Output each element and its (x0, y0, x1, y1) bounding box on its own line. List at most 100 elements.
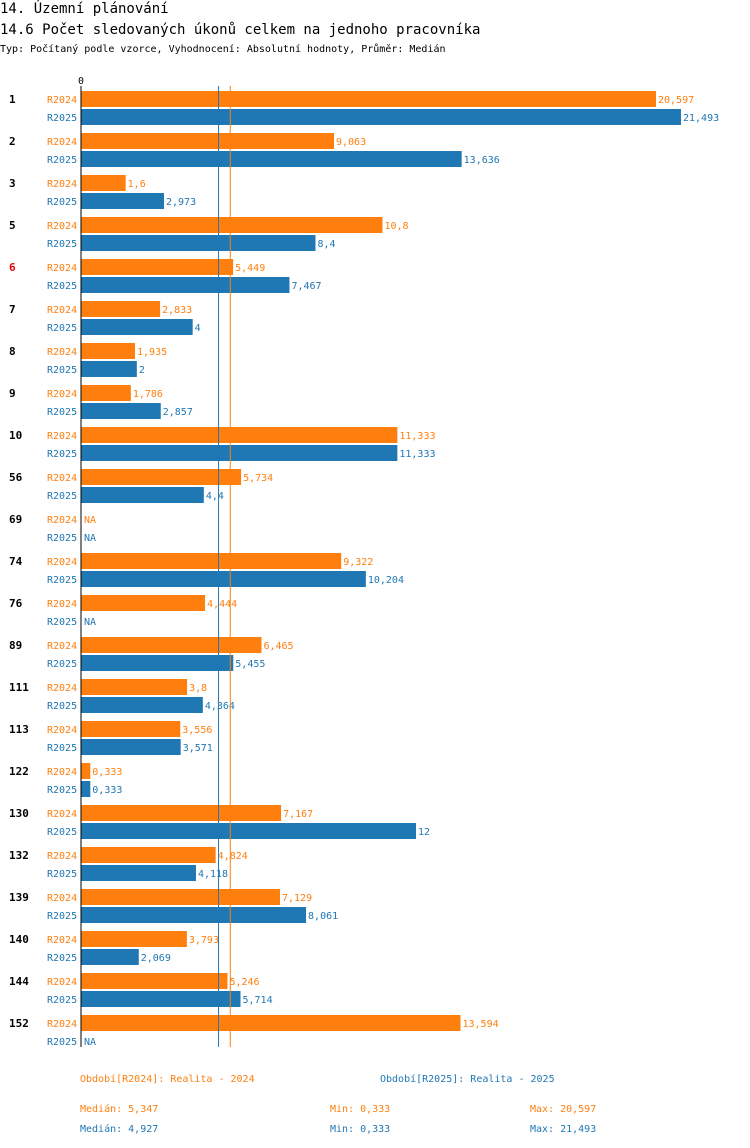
series-label: R2025 (47, 827, 77, 838)
bar (81, 151, 462, 167)
data-label: 5,449 (235, 263, 265, 274)
category-label: 2 (9, 135, 16, 148)
category-label: 140 (9, 933, 29, 946)
series-label: R2025 (47, 197, 77, 208)
data-label: 8,061 (308, 911, 338, 922)
data-label: 2 (139, 365, 145, 376)
category-label: 144 (9, 975, 29, 988)
data-label: 20,597 (658, 95, 694, 106)
stat-median-r2025: Medián: 4,927 (80, 1124, 159, 1135)
series-label: R2024 (47, 515, 77, 526)
series-label: R2025 (47, 239, 77, 250)
data-label: 7,129 (282, 893, 312, 904)
series-label: R2024 (47, 431, 77, 442)
data-label: 4 (195, 323, 201, 334)
bar (81, 973, 228, 989)
category-label: 8 (9, 345, 16, 358)
series-label: R2024 (47, 935, 77, 946)
series-label: R2024 (47, 851, 77, 862)
series-label: R2025 (47, 617, 77, 628)
bar (81, 889, 281, 905)
bar (81, 949, 139, 965)
series-label: R2025 (47, 407, 77, 418)
data-label: 11,333 (399, 449, 435, 460)
bar (81, 571, 366, 587)
series-label: R2024 (47, 1019, 77, 1030)
data-label: 3,571 (183, 743, 213, 754)
category-label: 113 (9, 723, 29, 736)
bar (81, 361, 137, 377)
category-label: 7 (9, 303, 16, 316)
category-label: 6 (9, 261, 16, 274)
data-label: 4,4 (206, 491, 224, 502)
series-label: R2024 (47, 263, 77, 274)
series-label: R2024 (47, 599, 77, 610)
category-label: 56 (9, 471, 23, 484)
bar (81, 385, 131, 401)
category-label: 9 (9, 387, 16, 400)
category-label: 152 (9, 1017, 29, 1030)
bar (81, 679, 188, 695)
data-label: 9,322 (343, 557, 373, 568)
category-label: 122 (9, 765, 29, 778)
legend-r2025: Období[R2025]: Realita - 2025 (380, 1074, 555, 1085)
data-label: 1,935 (137, 347, 167, 358)
series-label: R2024 (47, 179, 77, 190)
series-label: R2025 (47, 323, 77, 334)
series-label: R2025 (47, 659, 77, 670)
data-label: 8,4 (317, 239, 335, 250)
series-label: R2025 (47, 491, 77, 502)
data-label: 9,063 (336, 137, 366, 148)
series-label: R2024 (47, 641, 77, 652)
data-label: 5,455 (235, 659, 265, 670)
data-label: 2,857 (163, 407, 193, 418)
series-label: R2025 (47, 113, 77, 124)
series-label: R2024 (47, 389, 77, 400)
bar (81, 1015, 461, 1031)
data-label: 10,8 (384, 221, 408, 232)
category-label: 139 (9, 891, 29, 904)
bar (81, 235, 316, 251)
series-label: R2024 (47, 809, 77, 820)
stat-min-r2024: Min: 0,333 (330, 1104, 391, 1115)
category-label: 111 (9, 681, 29, 694)
data-label: 7,167 (283, 809, 313, 820)
bar (81, 721, 181, 737)
data-label: 12 (418, 827, 430, 838)
series-label: R2024 (47, 683, 77, 694)
bar (81, 175, 126, 191)
data-label: 13,594 (462, 1019, 498, 1030)
bar (81, 427, 398, 443)
bar (81, 931, 187, 947)
data-label: 0,333 (92, 767, 122, 778)
bar (81, 319, 193, 335)
data-label: 1,786 (133, 389, 163, 400)
category-label: 5 (9, 219, 16, 232)
bar (81, 991, 241, 1007)
series-label: R2024 (47, 977, 77, 988)
bar (81, 343, 136, 359)
bar (81, 469, 242, 485)
bar (81, 403, 161, 419)
series-label: R2024 (47, 893, 77, 904)
bar (81, 739, 181, 755)
series-label: R2025 (47, 701, 77, 712)
category-label: 76 (9, 597, 23, 610)
bar (81, 805, 282, 821)
data-label: 4,118 (198, 869, 228, 880)
bar (81, 865, 196, 881)
bar (81, 823, 416, 839)
data-label: 4,364 (205, 701, 235, 712)
bar (81, 277, 290, 293)
data-label: 5,734 (243, 473, 273, 484)
data-label: 2,069 (141, 953, 171, 964)
data-label: NA (84, 617, 96, 628)
series-label: R2024 (47, 137, 77, 148)
category-label: 132 (9, 849, 29, 862)
bar (81, 217, 383, 233)
bar (81, 193, 164, 209)
bar (81, 637, 262, 653)
bar (81, 595, 206, 611)
series-label: R2024 (47, 725, 77, 736)
bar (81, 133, 335, 149)
